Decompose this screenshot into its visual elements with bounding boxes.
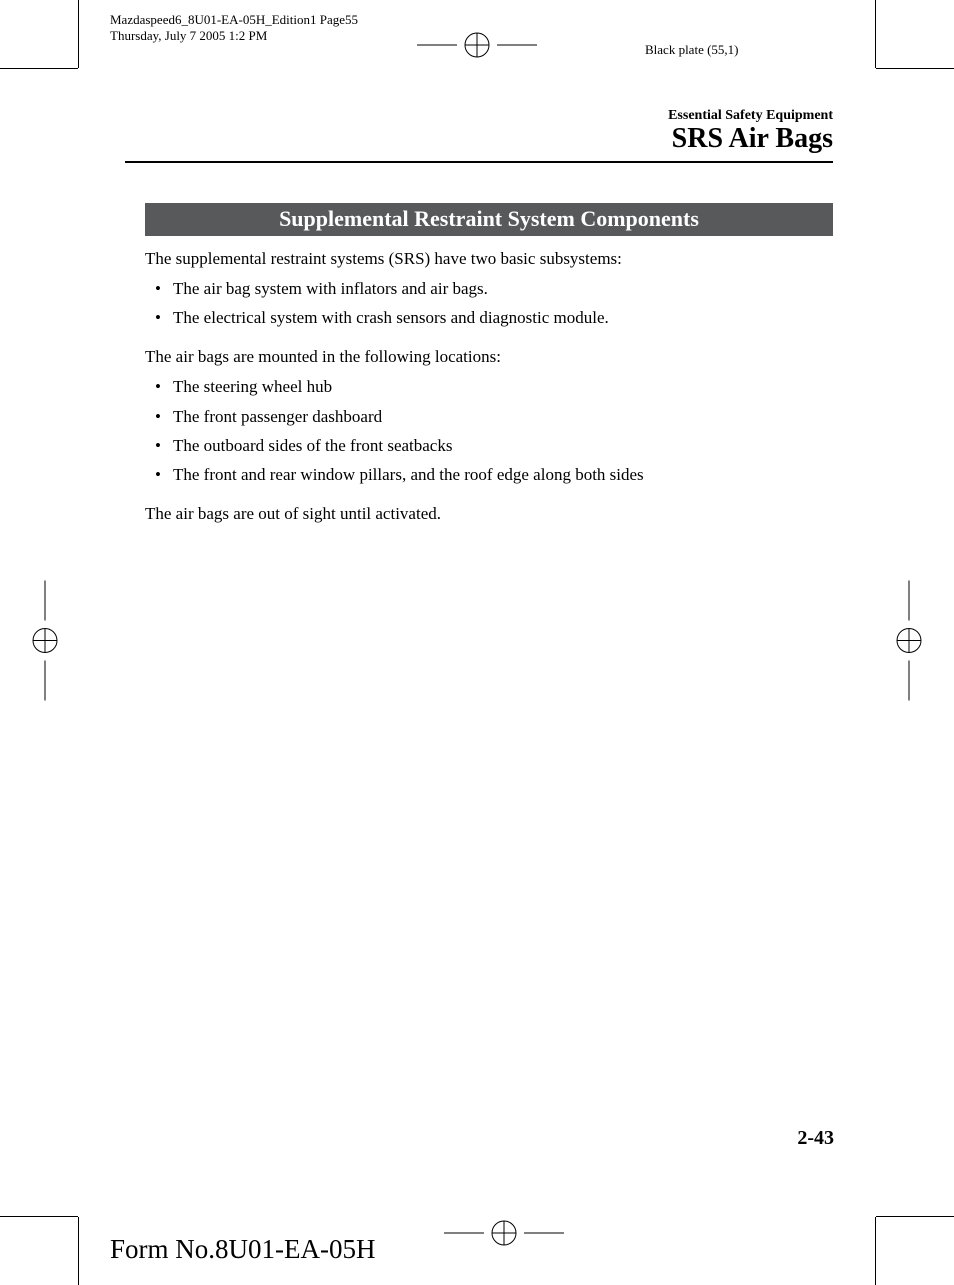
page-header: Essential Safety Equipment SRS Air Bags [125, 108, 833, 163]
page-number: 2-43 [797, 1127, 834, 1150]
crop-mark [875, 0, 876, 68]
list-item: The electrical system with crash sensors… [145, 305, 833, 331]
list-item: The front passenger dashboard [145, 404, 833, 430]
form-number: Form No.8U01-EA-05H [110, 1234, 375, 1265]
registration-mark-icon [894, 580, 924, 705]
page-content: Essential Safety Equipment SRS Air Bags … [125, 108, 833, 531]
section-title-bar: Supplemental Restraint System Components [145, 203, 833, 236]
crop-mark [0, 1216, 78, 1217]
print-meta-line2: Thursday, July 7 2005 1:2 PM [110, 28, 358, 44]
print-meta: Mazdaspeed6_8U01-EA-05H_Edition1 Page55 … [110, 12, 358, 45]
print-meta-line1: Mazdaspeed6_8U01-EA-05H_Edition1 Page55 [110, 12, 358, 28]
locations-list: The steering wheel hub The front passeng… [145, 374, 833, 488]
header-category: Essential Safety Equipment [125, 108, 833, 124]
crop-mark [78, 1217, 79, 1285]
crop-mark [876, 68, 954, 69]
crop-mark [78, 0, 79, 68]
crop-mark [875, 1217, 876, 1285]
subsystems-list: The air bag system with inflators and ai… [145, 276, 833, 332]
intro-paragraph: The supplemental restraint systems (SRS)… [145, 246, 833, 272]
body-text: The supplemental restraint systems (SRS)… [145, 246, 833, 527]
list-item: The air bag system with inflators and ai… [145, 276, 833, 302]
registration-mark-icon [30, 580, 60, 705]
registration-mark-icon [444, 1218, 564, 1253]
list-item: The front and rear window pillars, and t… [145, 462, 833, 488]
registration-mark-icon [417, 30, 537, 65]
header-rule [125, 161, 833, 163]
crop-mark [876, 1216, 954, 1217]
list-item: The steering wheel hub [145, 374, 833, 400]
print-plate: Black plate (55,1) [645, 42, 739, 58]
crop-mark [0, 68, 78, 69]
locations-intro: The air bags are mounted in the followin… [145, 344, 833, 370]
outro-paragraph: The air bags are out of sight until acti… [145, 501, 833, 527]
header-title: SRS Air Bags [125, 124, 833, 155]
list-item: The outboard sides of the front seatback… [145, 433, 833, 459]
